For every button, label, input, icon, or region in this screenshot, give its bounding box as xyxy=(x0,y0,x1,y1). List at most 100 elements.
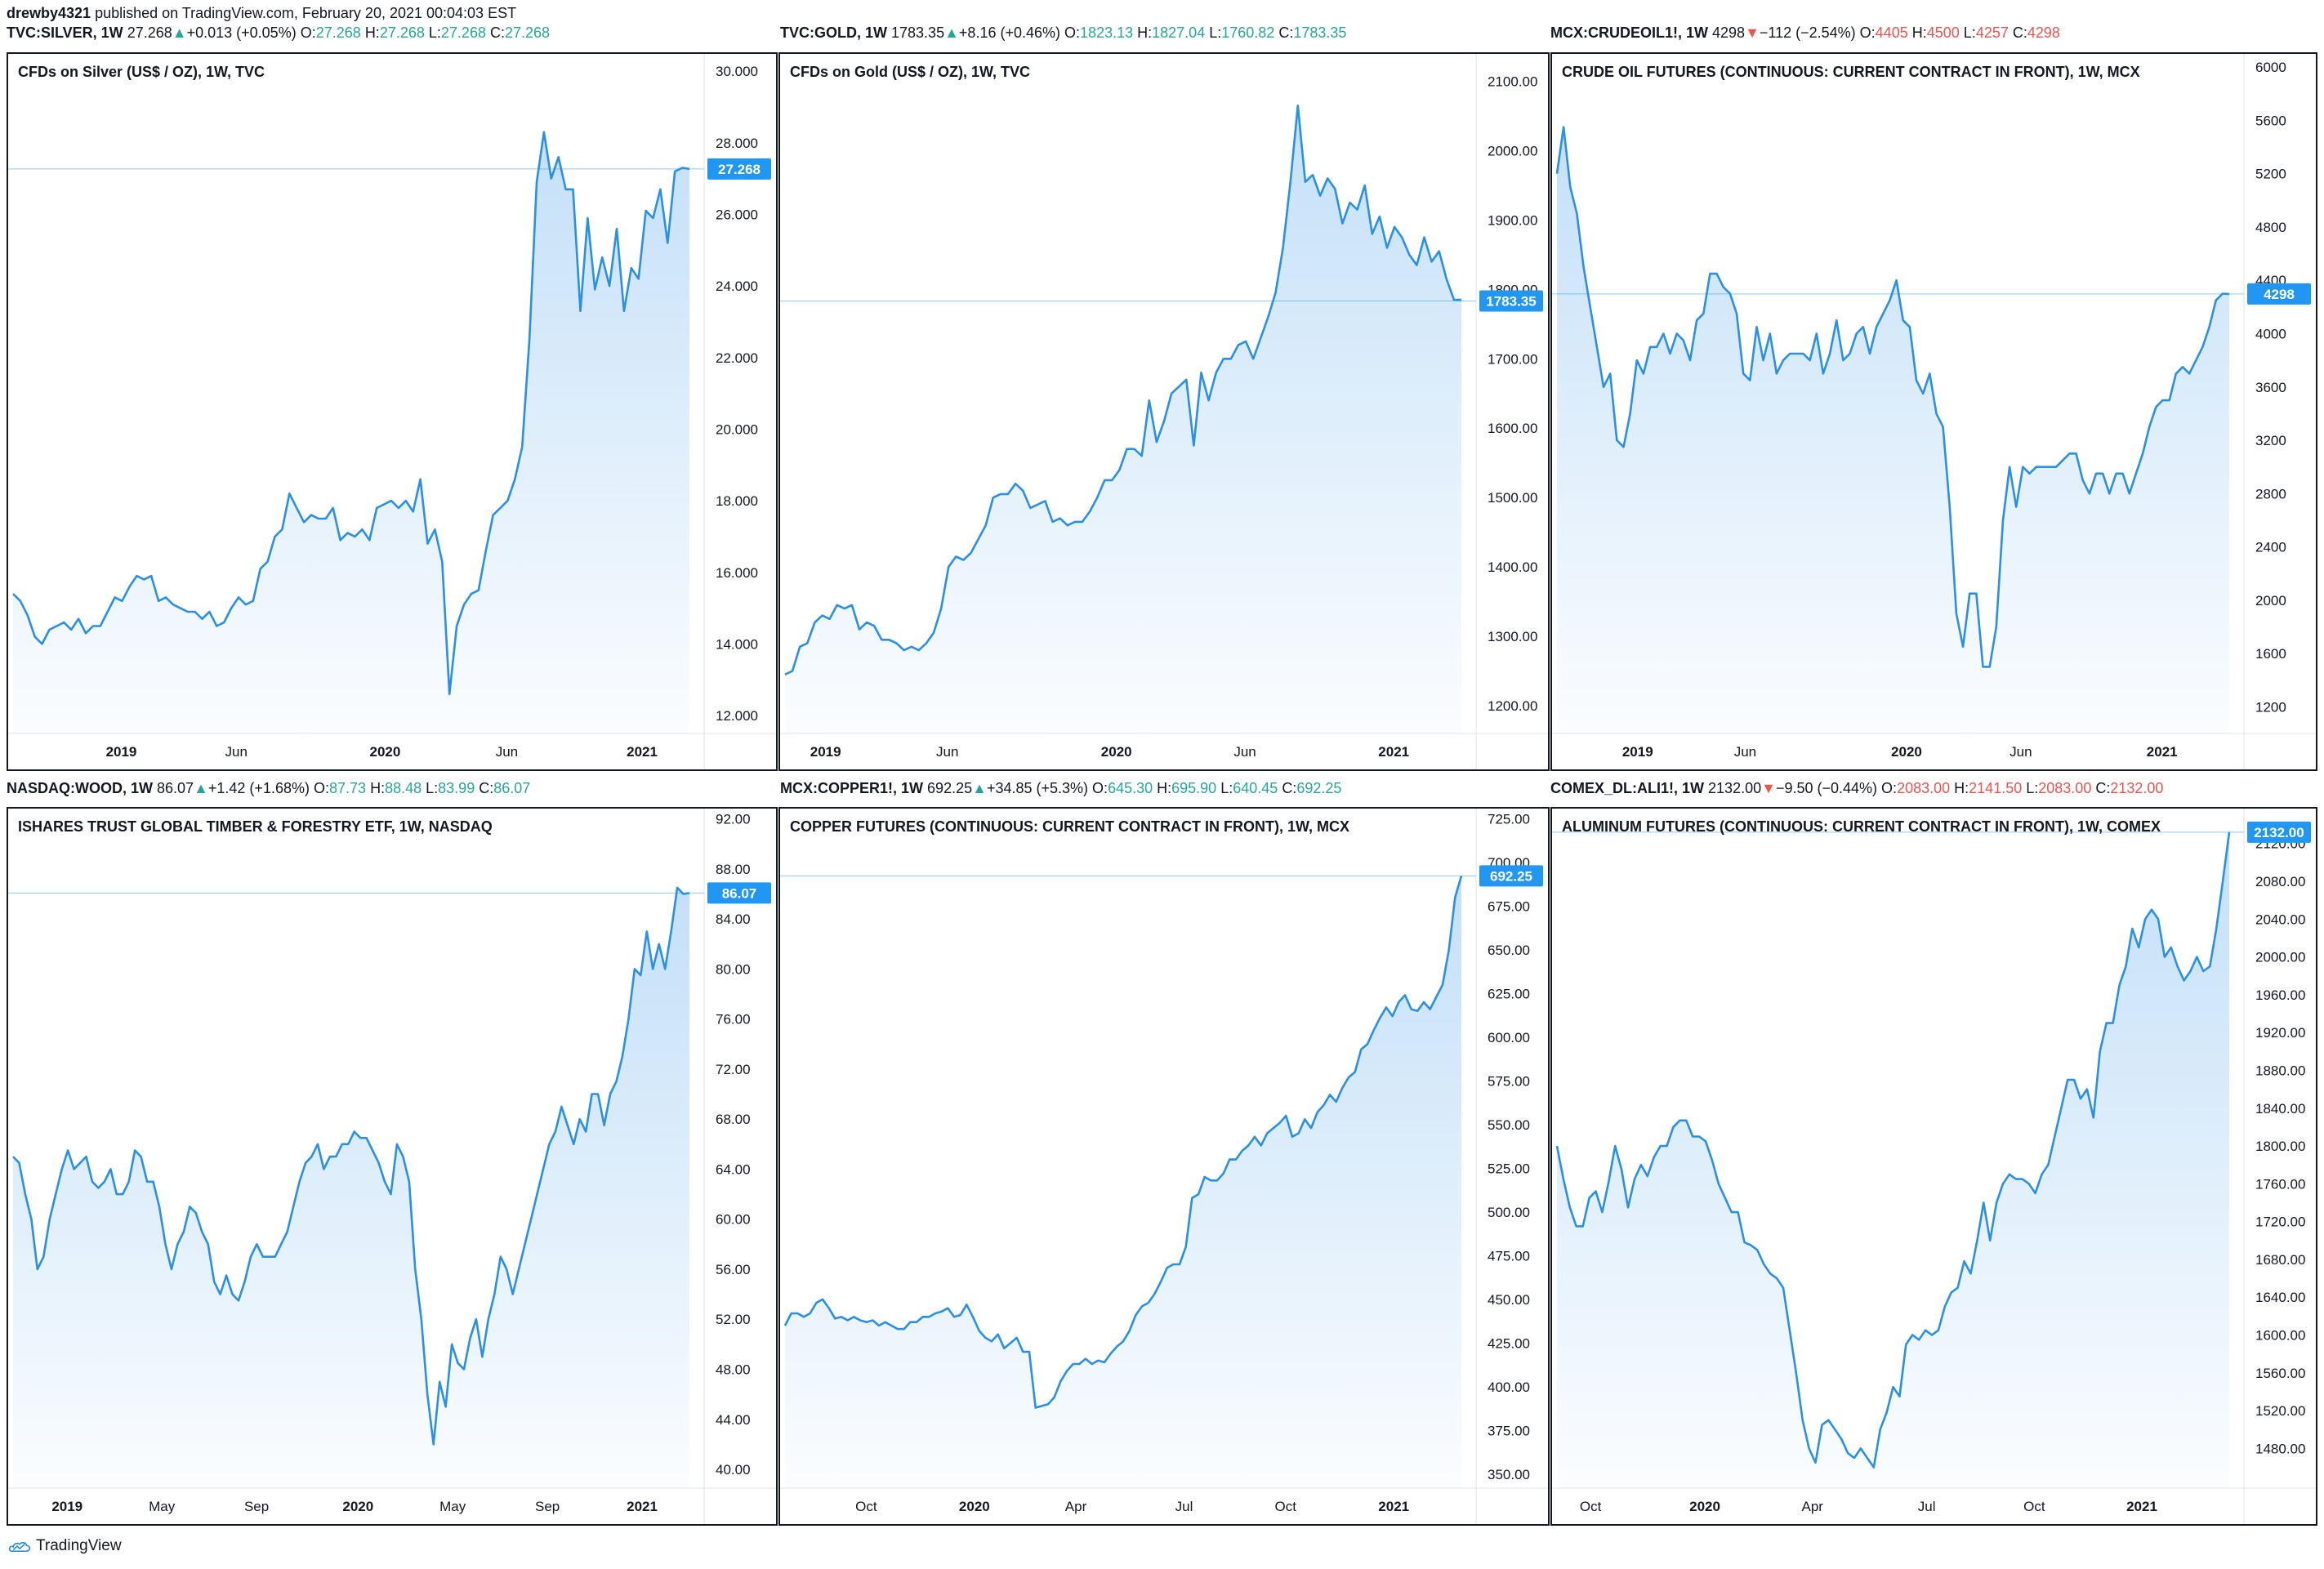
x-tick-label: Jun xyxy=(2010,744,2032,760)
close-label: C: xyxy=(479,780,494,796)
chart-panel[interactable]: 1200.00 1300.00 1400.00 1500.00 1600.00 1700.… xyxy=(778,52,1550,771)
arrow-up-icon: ▲ xyxy=(194,780,208,796)
y-tick-label: 64.00 xyxy=(716,1161,751,1177)
x-tick-label: Apr xyxy=(1065,1499,1087,1514)
y-tick-label: 68.00 xyxy=(716,1112,751,1127)
price-change: +8.16 (+0.46%) xyxy=(958,25,1061,41)
price-line xyxy=(783,876,1463,1409)
high-label: H: xyxy=(364,25,380,41)
y-tick-label: 575.00 xyxy=(1488,1073,1530,1089)
y-tick-label: 1300.00 xyxy=(1488,629,1537,644)
close-value: 4298 xyxy=(2027,25,2060,41)
open-label: O: xyxy=(300,25,316,41)
y-tick-label: 1400.00 xyxy=(1488,559,1537,575)
y-tick-label: 1200 xyxy=(2255,699,2286,715)
last-price-tag xyxy=(1479,290,1543,312)
y-tick-label: 1560.00 xyxy=(2255,1366,2305,1381)
y-tick-label: 1900.00 xyxy=(1488,212,1537,228)
arrow-up-icon: ▲ xyxy=(172,25,187,41)
symbol-header: NASDAQ:WOOD, 1W 86.07▲+1.42 (+1.68%) O:8… xyxy=(7,780,530,797)
low-value: 1760.82 xyxy=(1221,25,1275,41)
y-tick-label: 1520.00 xyxy=(2255,1403,2305,1419)
high-value: 2141.50 xyxy=(1969,780,2023,796)
chart-panel[interactable]: 350.00 375.00 400.00 425.00 450.00 475.00 500.… xyxy=(778,807,1550,1526)
symbol-header: TVC:GOLD, 1W 1783.35▲+8.16 (+0.46%) O:18… xyxy=(780,25,1346,42)
x-tick-label: Jul xyxy=(1175,1499,1193,1514)
publish-text: published on TradingView.com, February 2… xyxy=(95,5,517,21)
y-tick-label: 2000.00 xyxy=(1488,143,1537,158)
price-line xyxy=(784,104,1461,675)
close-label: C: xyxy=(1282,780,1297,796)
open-label: O: xyxy=(1881,780,1898,796)
y-tick-label: 16.000 xyxy=(716,565,758,581)
high-value: 1827.04 xyxy=(1152,25,1206,41)
y-tick-label: 525.00 xyxy=(1488,1161,1530,1176)
y-tick-label: 1920.00 xyxy=(2255,1025,2305,1041)
chart-svg[interactable]: 1480.00 1520.00 1560.00 1600.00 1640.00 1680.… xyxy=(1552,809,2316,1524)
y-tick-label: 1480.00 xyxy=(2255,1441,2305,1456)
y-tick-label: 475.00 xyxy=(1488,1248,1530,1264)
chart-panel[interactable]: 1200 1600 2000 2400 2800 3200 3600 4000 4400 4800… xyxy=(1550,52,2317,771)
open-value: 2083.00 xyxy=(1897,780,1951,796)
last-price: 4298 xyxy=(1712,25,1746,41)
y-tick-label: 375.00 xyxy=(1488,1423,1530,1438)
chart-panel[interactable]: 40.00 44.00 48.00 52.00 56.00 60.00 64.00 68.00… xyxy=(7,807,778,1526)
chart-svg[interactable]: 1200.00 1300.00 1400.00 1500.00 1600.00 1700.… xyxy=(780,54,1548,769)
open-value: 645.30 xyxy=(1108,780,1153,796)
y-tick-label: 2800 xyxy=(2255,486,2286,501)
chart-panel[interactable]: 12.000 14.000 16.000 18.000 20.000 22.000 24.0… xyxy=(7,52,778,771)
area-fill xyxy=(785,876,1461,1488)
x-tick-label: 2021 xyxy=(1378,744,1409,760)
last-price: 692.25 xyxy=(927,780,973,796)
y-tick-label: 88.00 xyxy=(716,862,751,877)
price-line xyxy=(12,886,690,1446)
x-tick-label: 2019 xyxy=(1622,744,1653,760)
author-name: drewby4321 xyxy=(7,5,91,21)
open-label: O: xyxy=(1064,25,1081,41)
y-tick-label: 550.00 xyxy=(1488,1117,1530,1133)
y-tick-label: 5600 xyxy=(2255,113,2286,128)
chart-title: ISHARES TRUST GLOBAL TIMBER & FORESTRY E… xyxy=(18,818,493,835)
y-tick-label: 1840.00 xyxy=(2255,1101,2305,1117)
y-tick-label: 12.000 xyxy=(716,708,758,724)
x-tick-label: Jun xyxy=(496,744,518,760)
x-tick-label: Sep xyxy=(244,1499,269,1514)
x-tick-label: May xyxy=(439,1499,466,1514)
area-fill xyxy=(1557,831,2229,1488)
last-price-tag-label: 2132.00 xyxy=(2254,825,2304,840)
y-tick-label: 600.00 xyxy=(1488,1030,1530,1045)
last-price: 27.268 xyxy=(127,25,172,41)
y-tick-label: 1680.00 xyxy=(2255,1252,2305,1268)
chart-svg[interactable]: 12.000 14.000 16.000 18.000 20.000 22.000 24.0… xyxy=(8,54,776,769)
tradingview-logo-icon xyxy=(8,1541,31,1552)
open-label: O: xyxy=(1092,780,1108,796)
chart-svg[interactable]: 1200160020002400280032003600400044004800… xyxy=(1552,54,2316,769)
open-value: 4405 xyxy=(1875,25,1908,41)
symbol-name: NASDAQ:WOOD, 1W xyxy=(7,780,153,796)
close-value: 692.25 xyxy=(1296,780,1342,796)
y-tick-label: 84.00 xyxy=(716,912,751,927)
y-tick-label: 40.00 xyxy=(716,1462,751,1478)
chart-svg[interactable]: 40.00 44.00 48.00 52.00 56.00 60.00 64.00 68.00… xyxy=(8,809,776,1524)
x-tick-label: 2019 xyxy=(810,744,841,760)
y-tick-label: 14.000 xyxy=(716,636,758,652)
close-label: C: xyxy=(2095,780,2111,796)
low-value: 2083.00 xyxy=(2038,780,2092,796)
open-value: 27.268 xyxy=(315,25,361,41)
y-tick-label: 4800 xyxy=(2255,220,2286,235)
y-tick-label: 725.00 xyxy=(1488,811,1530,827)
chart-title: CRUDE OIL FUTURES (CONTINUOUS: CURRENT C… xyxy=(1562,64,2140,80)
low-value: 4257 xyxy=(1975,25,2009,41)
chart-panel[interactable]: 1480.00 1520.00 1560.00 1600.00 1640.00 1680.… xyxy=(1550,807,2317,1526)
y-tick-label: 1600 xyxy=(2255,646,2286,662)
chart-title: COPPER FUTURES (CONTINUOUS: CURRENT CONT… xyxy=(790,818,1349,835)
y-tick-label: 1600.00 xyxy=(1488,421,1537,436)
y-tick-label: 76.00 xyxy=(716,1012,751,1027)
tradingview-brand[interactable]: TradingView xyxy=(8,1537,122,1555)
y-tick-label: 20.000 xyxy=(716,421,758,437)
arrow-up-icon: ▲ xyxy=(972,780,987,796)
y-tick-label: 500.00 xyxy=(1488,1205,1530,1220)
open-value: 87.73 xyxy=(329,780,367,796)
x-tick-label: 2021 xyxy=(1378,1499,1409,1514)
chart-svg[interactable]: 350.00 375.00 400.00 425.00 450.00 475.00 500.… xyxy=(780,809,1548,1524)
